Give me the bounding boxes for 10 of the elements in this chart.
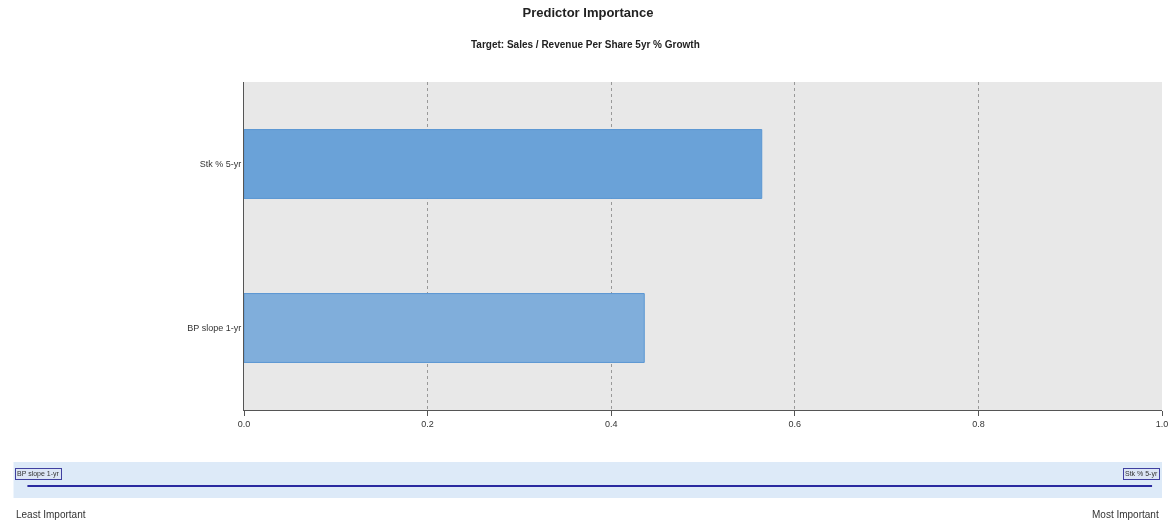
x-tick-label: 0.4 xyxy=(604,418,618,429)
x-tick-label: 0.6 xyxy=(788,418,802,429)
chart-title: Predictor Importance xyxy=(522,4,654,20)
text: Least Important xyxy=(16,509,86,520)
x-tick-label: 0.0 xyxy=(237,418,251,429)
x-tick-label: 0.2 xyxy=(421,418,434,429)
chart-subtitle: Target: Sales / Revenue Per Share 5yr % Growth xyxy=(471,39,700,50)
x-tick-label: 0.8 xyxy=(972,418,985,429)
text: Most Important xyxy=(1092,509,1159,520)
x-tick-label: 1.0 xyxy=(1155,418,1169,429)
